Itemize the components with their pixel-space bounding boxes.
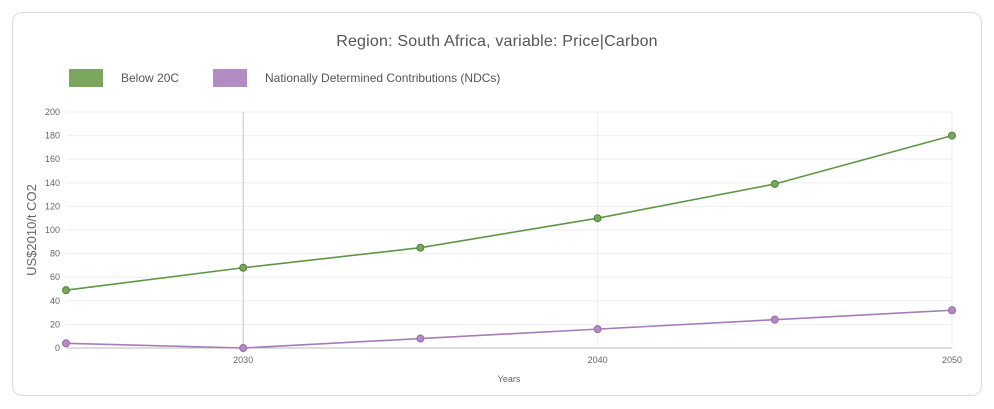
y-tick-label: 120 <box>45 201 60 211</box>
data-point-below-20c <box>770 179 779 188</box>
x-tick-label: 2030 <box>233 355 253 365</box>
data-point-below-20c <box>416 243 425 252</box>
data-point-ndcs <box>416 334 425 343</box>
x-tick-label: 2040 <box>588 355 608 365</box>
data-point-below-20c <box>62 286 70 295</box>
series-line-below-20c <box>65 134 953 291</box>
data-point-below-20c <box>948 131 956 140</box>
legend-label-below-20c: Below 20C <box>121 71 180 85</box>
y-tick-label: 20 <box>50 319 60 329</box>
y-tick-label: 140 <box>45 178 60 188</box>
data-point-below-20c <box>239 263 248 272</box>
y-tick-label: 80 <box>50 249 60 259</box>
data-point-ndcs <box>62 339 70 348</box>
series-line-ndcs <box>65 309 953 349</box>
data-point-ndcs <box>770 315 779 324</box>
chart-card: Region: South Africa, variable: Price|Ca… <box>12 12 982 396</box>
data-point-below-20c <box>593 214 602 223</box>
legend-swatch-ndcs <box>213 69 247 87</box>
legend-item-ndcs[interactable]: Nationally Determined Contributions (NDC… <box>213 69 500 87</box>
y-tick-label: 180 <box>45 131 60 141</box>
y-tick-label: 100 <box>45 225 60 235</box>
chart-title: Region: South Africa, variable: Price|Ca… <box>336 33 658 50</box>
data-point-ndcs <box>239 344 248 352</box>
y-axis-title: US$2010/t CO2 <box>24 184 39 276</box>
y-tick-label: 160 <box>45 154 60 164</box>
x-axis-title: Years <box>498 374 521 384</box>
y-tick-label: 200 <box>45 107 60 117</box>
data-point-ndcs <box>593 325 602 334</box>
legend-swatch-below-20c <box>69 69 103 87</box>
y-tick-label: 60 <box>50 272 60 282</box>
legend-item-below-20c[interactable]: Below 20C <box>69 69 179 87</box>
y-tick-label: 40 <box>50 296 60 306</box>
x-tick-label: 2050 <box>942 355 962 365</box>
y-tick-label: 0 <box>55 343 60 353</box>
legend-label-ndcs: Nationally Determined Contributions (NDC… <box>265 71 501 85</box>
data-point-ndcs <box>948 306 956 315</box>
